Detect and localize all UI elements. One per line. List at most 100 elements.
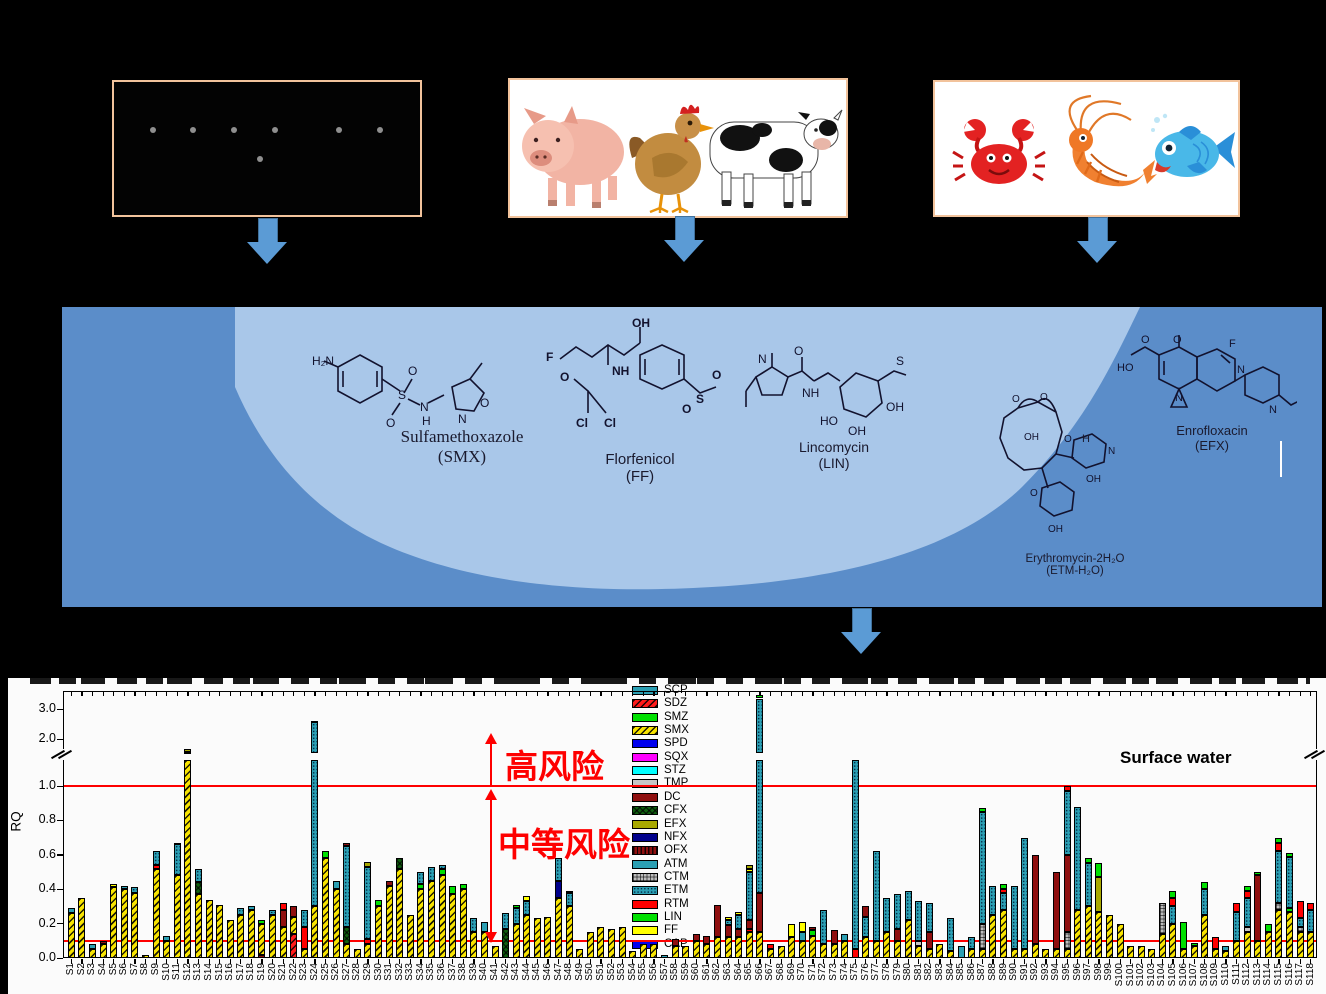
bar-segment-SMX xyxy=(205,899,213,958)
bar-segment-SMX xyxy=(184,760,192,958)
bar-segment-SMZ xyxy=(1275,837,1283,843)
bar-segment-SMX xyxy=(385,885,393,958)
x-tick-top xyxy=(1193,692,1195,696)
x-tick-top xyxy=(409,692,411,696)
bar-segment-ETM xyxy=(300,909,308,928)
x-tick-top xyxy=(738,692,740,696)
x-tick xyxy=(272,959,274,964)
svg-text:O: O xyxy=(408,364,417,378)
bar-segment-SMZ xyxy=(1084,858,1092,864)
bar-segment-SMX xyxy=(322,858,330,958)
x-tick-top xyxy=(303,692,306,696)
bar-segment-SMX xyxy=(375,906,382,958)
x-tick-top xyxy=(706,692,708,696)
svg-text:O: O xyxy=(1173,334,1182,346)
bar-segment-FF xyxy=(788,923,796,938)
y-tick xyxy=(57,888,63,891)
x-tick-top xyxy=(462,692,464,696)
bar-segment-SMZ xyxy=(449,885,457,895)
x-tick xyxy=(865,959,867,964)
x-tick-top xyxy=(664,692,666,696)
bar-segment-SMX xyxy=(968,949,976,958)
bar-segment-RTM xyxy=(152,865,160,869)
x-tick xyxy=(536,959,539,964)
bar-segment-SMX xyxy=(735,937,743,958)
x-tick xyxy=(547,959,549,964)
threshold-line-0.1 xyxy=(63,939,1317,942)
x-tick-top xyxy=(1045,692,1047,696)
x-tick-top xyxy=(950,692,952,696)
x-tick xyxy=(738,959,740,964)
x-tick xyxy=(1098,959,1100,964)
bar-segment-ETM xyxy=(1286,856,1294,909)
bar-segment-SMZ xyxy=(1286,908,1294,912)
y-tick xyxy=(57,854,63,856)
bar-segment-SMX xyxy=(819,944,827,958)
x-tick xyxy=(430,959,433,964)
x-tick-top xyxy=(483,692,486,696)
bar-segment-ETM xyxy=(872,851,880,941)
bar-segment-SMX xyxy=(565,906,573,958)
x-tick xyxy=(473,959,475,964)
legend-swatch-SMZ xyxy=(632,712,658,722)
x-tick xyxy=(664,959,666,964)
bar-segment-SMX xyxy=(491,945,499,958)
legend-swatch-DC xyxy=(632,792,658,802)
bar-segment-DC xyxy=(692,933,700,941)
bar-segment-ATM xyxy=(247,906,255,910)
svg-text:S: S xyxy=(398,388,406,402)
bar-segment-EFX xyxy=(1095,877,1103,912)
x-tick-top xyxy=(335,692,337,696)
x-tick xyxy=(1257,959,1259,964)
x-tick-top xyxy=(875,692,878,696)
x-tick-top xyxy=(971,692,973,696)
x-tick-top xyxy=(1299,692,1301,696)
legend-label-SDZ: SDZ xyxy=(664,697,687,710)
molecule-name: Erythromycin-2H₂O xyxy=(1025,553,1125,565)
bar-segment-SMX xyxy=(1063,949,1071,958)
x-tick xyxy=(1278,959,1280,964)
x-tick xyxy=(1087,959,1089,964)
bar-segment-ETM xyxy=(1010,885,1018,950)
x-tick-top xyxy=(1278,692,1280,696)
y-tick xyxy=(57,923,63,925)
x-tick-top xyxy=(611,692,613,696)
x-tick-top xyxy=(928,692,931,696)
x-tick-top xyxy=(1172,692,1174,696)
bar-segment-SMX xyxy=(332,889,340,958)
legend-label-FF: FF xyxy=(664,924,679,937)
bar-segment-SMX xyxy=(1084,906,1092,958)
cow-illustration xyxy=(709,109,843,208)
bar-segment-RTM xyxy=(300,927,308,950)
bar-segment-ETM xyxy=(1307,909,1315,933)
x-tick xyxy=(780,959,782,964)
x-tick xyxy=(897,959,899,964)
svg-text:O: O xyxy=(1030,488,1038,499)
bar-segment-FF xyxy=(523,896,531,902)
bar-segment-SMX xyxy=(1105,915,1113,958)
x-tick xyxy=(70,959,72,964)
legend-label-SMX: SMX xyxy=(664,724,689,737)
svg-text:NH: NH xyxy=(802,386,819,400)
bar-segment-ETM xyxy=(417,872,425,885)
bar-segment-SMX xyxy=(1180,949,1188,958)
bar-segment-FF xyxy=(724,916,732,921)
aquaculture-down-arrow xyxy=(1077,217,1117,263)
bar-segment-SMX xyxy=(279,927,287,958)
legend-label-NFX: NFX xyxy=(664,830,687,843)
legend-label-CFX: CFX xyxy=(664,804,687,817)
svg-text:O: O xyxy=(1141,334,1150,346)
bar-segment-SMZ xyxy=(1095,863,1103,878)
x-tick xyxy=(621,959,623,964)
bar-segment-SMZ xyxy=(1169,890,1177,898)
bar-segment-SMX xyxy=(67,913,75,958)
x-tick-top xyxy=(1225,692,1227,696)
bar-segment-FF xyxy=(735,911,743,915)
bar-segment-ETM xyxy=(512,908,520,924)
bar-segment-SMX xyxy=(1169,923,1177,958)
bar-segment-SMX xyxy=(1211,949,1219,958)
x-tick-top xyxy=(250,692,253,696)
bar-segment-SMX xyxy=(1148,949,1156,958)
bar-segment-SMZ xyxy=(756,694,764,699)
legend-label-SQX: SQX xyxy=(664,750,689,763)
